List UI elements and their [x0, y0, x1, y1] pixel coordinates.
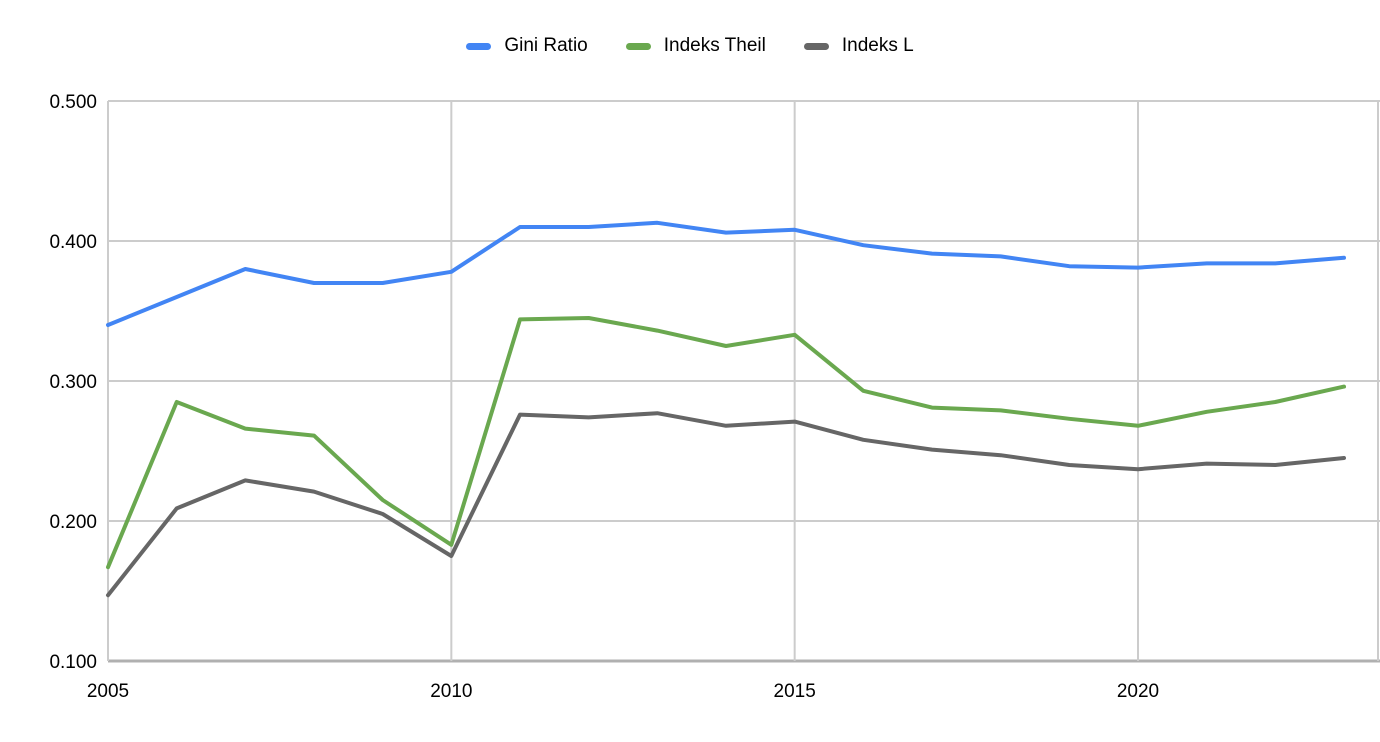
x-tick-label: 2005: [87, 681, 129, 702]
legend-label-indeks-l: Indeks L: [841, 35, 914, 56]
legend-item-indeks-theil: Indeks Theil: [625, 35, 766, 57]
legend-swatch-indeks-l-icon: [803, 42, 829, 50]
chart-legend: Gini Ratio Indeks Theil Indeks L: [0, 0, 1380, 92]
legend-label-gini-ratio: Gini Ratio: [504, 35, 588, 56]
x-tick-label: 2015: [774, 681, 816, 702]
series-line-indeks-l: [106, 411, 1346, 598]
y-tick-label: 0.500: [49, 92, 97, 113]
legend-label-indeks-theil: Indeks Theil: [663, 35, 766, 56]
legend-item-indeks-l: Indeks L: [803, 35, 914, 57]
y-tick-label: 0.300: [49, 372, 97, 393]
x-tick-label: 2010: [430, 681, 472, 702]
series-line-indeks-theil: [106, 316, 1346, 570]
legend-item-gini-ratio: Gini Ratio: [466, 35, 588, 57]
y-tick-label: 0.400: [49, 232, 97, 253]
x-tick-label: 2020: [1117, 681, 1159, 702]
series-line-gini-ratio: [106, 220, 1346, 327]
y-tick-label: 0.100: [49, 652, 97, 673]
legend-swatch-indeks-theil-icon: [625, 42, 651, 50]
legend-swatch-gini-ratio-icon: [466, 42, 492, 50]
y-tick-label: 0.200: [49, 512, 97, 533]
